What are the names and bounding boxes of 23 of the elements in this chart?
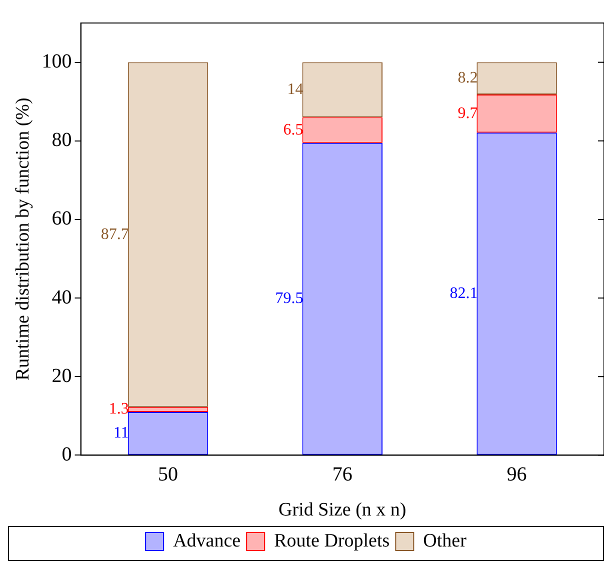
legend-label: Route Droplets [274,530,390,552]
data-label: 11 [113,424,129,442]
data-label: 8.2 [458,70,478,87]
x-tick-label: 76 [332,463,352,486]
x-tick-label: 96 [506,463,527,486]
x-tick-label: 50 [158,463,178,486]
y-tick-label: 100 [42,50,72,73]
legend-label: Other [423,530,468,552]
y-tick-label: 80 [52,129,72,152]
data-label: 6.5 [283,121,304,138]
data-label: 14 [287,81,304,98]
data-label: 1.3 [108,400,129,418]
y-tick-label: 60 [52,208,72,230]
x-axis-title: Grid Size (n x n) [278,500,406,521]
y-axis-title: Runtime distribution by function (%) [12,98,34,381]
data-label: 87.7 [100,226,129,243]
data-label: 82.1 [450,284,478,302]
y-tick-label: 0 [62,443,72,466]
y-tick-label: 40 [52,286,72,308]
data-label: 9.7 [458,104,478,122]
data-label: 79.5 [275,290,304,307]
y-tick-label: 20 [52,364,72,387]
legend-label: Advance [173,530,241,552]
